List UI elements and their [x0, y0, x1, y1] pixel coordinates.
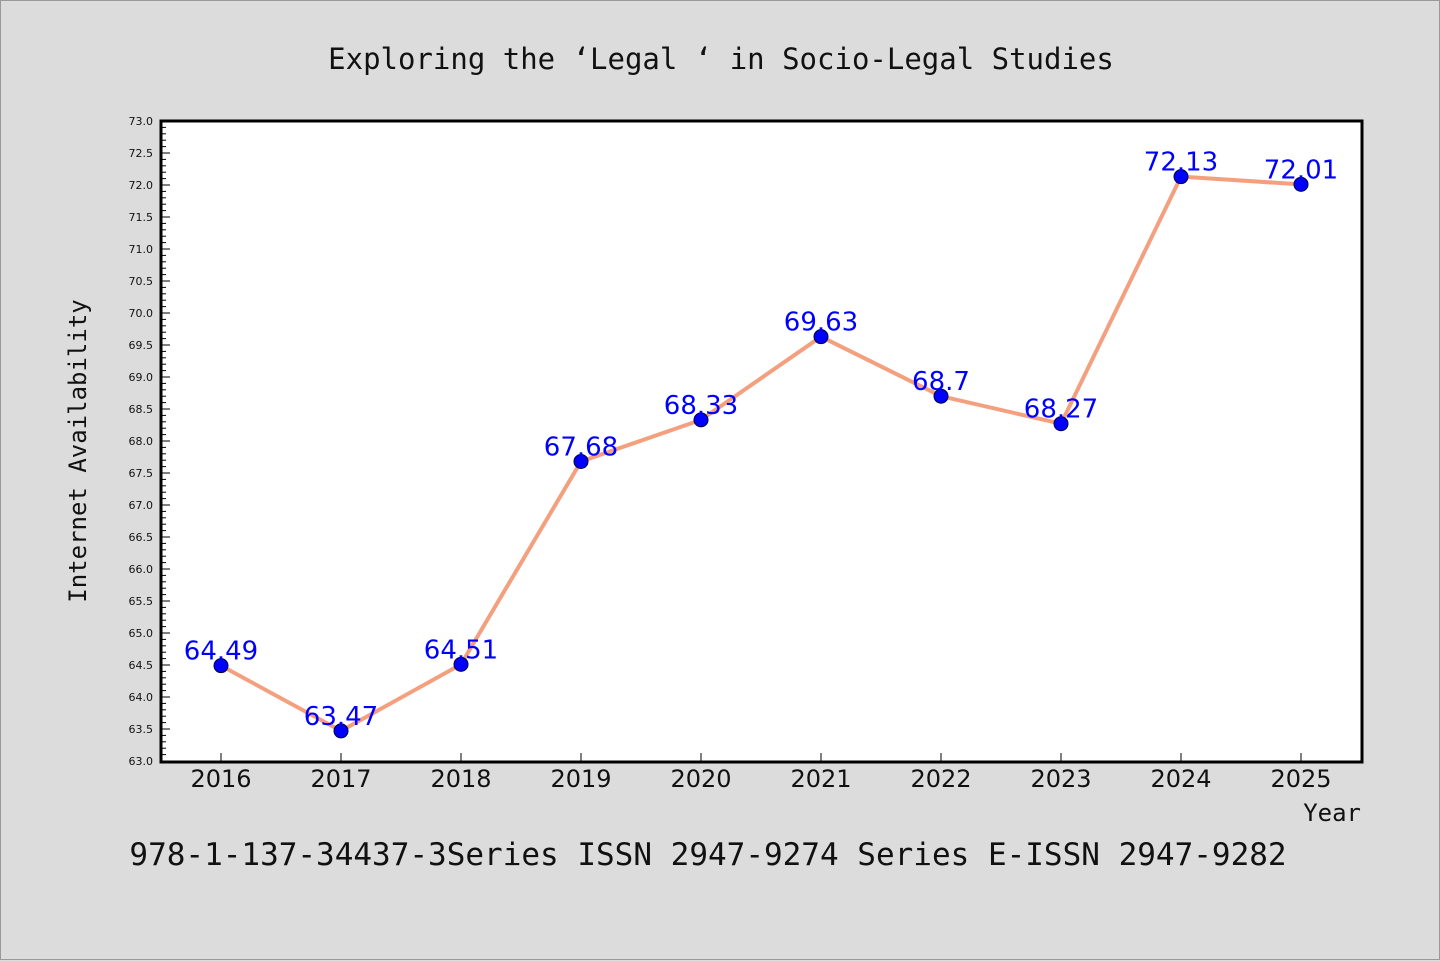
data-label: 64.49 — [184, 637, 258, 667]
y-tick-label: 70.0 — [129, 307, 154, 320]
data-point — [1173, 169, 1189, 185]
y-tick-label: 72.5 — [129, 147, 154, 160]
y-tick-label: 68.5 — [129, 403, 154, 416]
y-tick-label: 64.0 — [129, 691, 154, 704]
y-tick-label: 66.5 — [129, 531, 154, 544]
data-point — [693, 412, 709, 428]
data-label: 64.51 — [424, 635, 498, 665]
data-label: 68.7 — [912, 367, 970, 397]
y-tick-label: 66.0 — [129, 563, 154, 576]
x-tick-label: 2025 — [1270, 765, 1331, 793]
plot-area — [159, 119, 1364, 764]
data-point — [813, 329, 829, 345]
x-axis: 2016 2017 2018 2019 2020 2021 2022 2023 2024 2025 — [190, 753, 1332, 793]
data-point — [333, 723, 349, 739]
series-line-group — [213, 169, 1309, 739]
x-tick-label: 2023 — [1030, 765, 1091, 793]
y-axis-label: Internet Availability — [64, 299, 92, 602]
data-point — [213, 658, 229, 674]
y-tick-label: 71.0 — [129, 243, 154, 256]
x-tick-label: 2016 — [190, 765, 251, 793]
y-axis: 63.0 63.5 64.0 64.5 65.0 65.5 66.0 66.5 67.0 67.5… — [129, 115, 170, 768]
x-tick-label: 2021 — [790, 765, 851, 793]
y-tick-label: 65.0 — [129, 627, 154, 640]
x-tick-label: 2019 — [550, 765, 611, 793]
y-tick-label: 67.5 — [129, 467, 154, 480]
data-point — [933, 388, 949, 404]
y-tick-label: 67.0 — [129, 499, 154, 512]
y-tick-label: 71.5 — [129, 211, 154, 224]
data-label: 72.13 — [1144, 148, 1218, 178]
y-tick-label: 73.0 — [129, 115, 154, 128]
x-tick-label: 2017 — [310, 765, 371, 793]
y-tick-label: 65.5 — [129, 595, 154, 608]
series-line — [220, 174, 1302, 733]
y-tick-label: 63.5 — [129, 723, 154, 736]
data-label: 68.27 — [1024, 395, 1098, 425]
y-tick-label: 64.5 — [129, 659, 154, 672]
y-tick-label: 63.0 — [129, 755, 154, 768]
data-point — [1053, 416, 1069, 432]
y-tick-label: 70.5 — [129, 275, 154, 288]
data-label: 72.01 — [1264, 155, 1338, 185]
data-point — [573, 453, 589, 469]
y-tick-label: 68.0 — [129, 435, 154, 448]
x-axis-label: Year — [1303, 799, 1361, 827]
x-tick-label: 2020 — [670, 765, 731, 793]
data-point — [453, 656, 469, 672]
y-tick-label: 72.0 — [129, 179, 154, 192]
data-label: 68.33 — [664, 391, 738, 421]
data-labels: 64.49 63.47 64.51 67.68 68.33 69.63 68.7 68.27 7… — [184, 148, 1338, 732]
y-tick-label: 69.0 — [129, 371, 154, 384]
x-tick-label: 2022 — [910, 765, 971, 793]
data-label: 63.47 — [304, 702, 378, 732]
chart-title: Exploring the ‘Legal ‘ in Socio-Legal St… — [328, 42, 1114, 76]
data-label: 67.68 — [544, 432, 618, 462]
y-tick-label: 69.5 — [129, 339, 154, 352]
x-tick-label: 2018 — [430, 765, 491, 793]
data-label: 69.63 — [784, 308, 858, 338]
x-tick-label: 2024 — [1150, 765, 1211, 793]
data-point — [1293, 176, 1309, 192]
footer-text: 978-1-137-34437-3Series ISSN 2947-9274 S… — [129, 837, 1286, 873]
